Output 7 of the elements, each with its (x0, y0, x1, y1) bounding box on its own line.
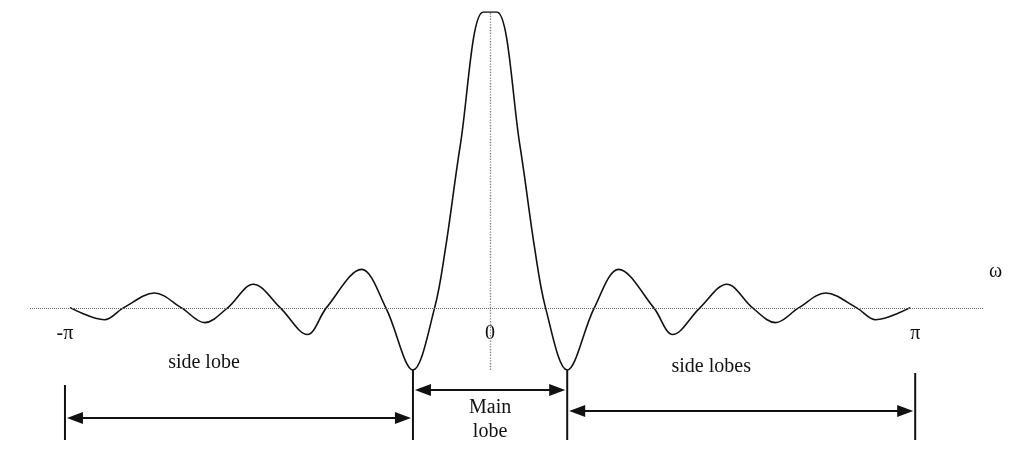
x-tick-label: -π (56, 321, 74, 343)
x-axis-title: ω (989, 258, 1003, 281)
annotation: side lobe (168, 350, 240, 372)
annotation: side lobes (671, 354, 752, 376)
x-tick-label: π (910, 321, 921, 343)
x-tick-label: 0 (485, 321, 496, 343)
text: Main lobe (468, 395, 512, 441)
